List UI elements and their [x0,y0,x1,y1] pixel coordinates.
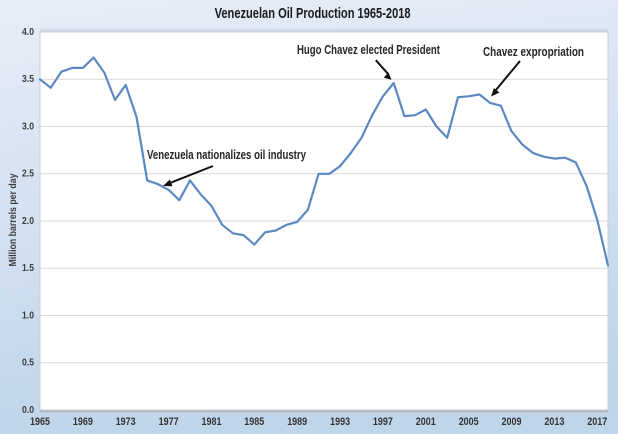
svg-text:1973: 1973 [116,416,136,428]
svg-text:2.5: 2.5 [22,169,34,180]
svg-text:1997: 1997 [373,416,393,428]
svg-text:0.5: 0.5 [22,358,34,369]
svg-text:Venezuela nationalizes oil ind: Venezuela nationalizes oil industry [147,147,307,162]
svg-text:3.5: 3.5 [22,74,34,85]
svg-text:1989: 1989 [287,416,307,428]
svg-text:2005: 2005 [459,416,479,428]
svg-text:Hugo Chavez elected President: Hugo Chavez elected President [297,42,440,57]
svg-text:2001: 2001 [416,416,436,428]
svg-text:1981: 1981 [202,416,222,428]
svg-text:4.0: 4.0 [22,27,34,38]
svg-text:2009: 2009 [502,416,522,428]
svg-text:1.5: 1.5 [22,263,34,274]
svg-text:Chavez expropriation: Chavez expropriation [483,44,584,59]
svg-text:2.0: 2.0 [22,216,34,227]
svg-text:1965: 1965 [30,416,50,428]
svg-text:1969: 1969 [73,416,93,428]
svg-text:2013: 2013 [544,416,564,428]
svg-text:3.0: 3.0 [22,121,34,132]
svg-text:0.0: 0.0 [22,405,34,416]
svg-text:1977: 1977 [159,416,179,428]
svg-text:Million barrels per day: Million barrels per day [8,173,19,266]
svg-text:1.0: 1.0 [22,310,34,321]
svg-text:1985: 1985 [244,416,264,428]
svg-text:2017: 2017 [587,416,607,428]
svg-text:1993: 1993 [330,416,350,428]
svg-text:Venezuelan Oil Production 1965: Venezuelan Oil Production 1965-2018 [215,6,411,22]
